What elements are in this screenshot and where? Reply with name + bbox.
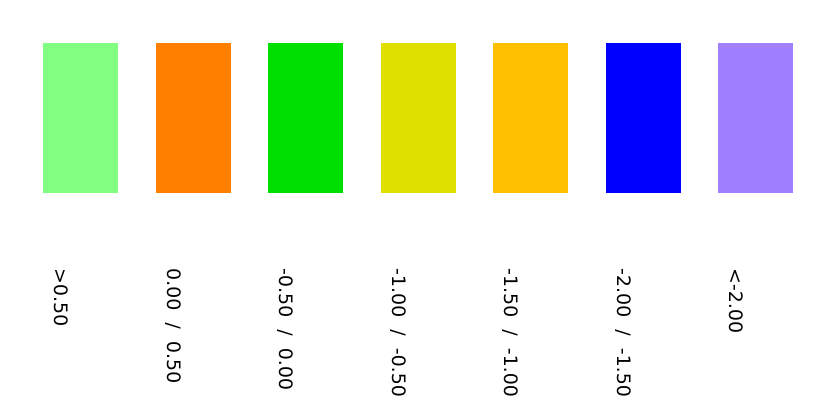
legend-swatch-above-0.50 (43, 43, 118, 193)
legend-label-text: >0.50 (49, 268, 71, 327)
legend-label-text: -2.00 / -1.50 (612, 268, 634, 397)
legend-swatch-neg1.00-to-neg0.50 (381, 43, 456, 193)
legend-label-text: -1.00 / -0.50 (387, 268, 409, 397)
legend-label-above-0.50: >0.50 (48, 268, 72, 407)
legend-swatch-0.00-to-0.50 (156, 43, 231, 193)
legend-label-text: <-2.00 (724, 268, 746, 334)
legend-swatch-neg1.50-to-neg1.00 (493, 43, 568, 193)
legend-label-text: -1.50 / -1.00 (499, 268, 521, 397)
legend-swatch-neg2.00-to-neg1.50 (606, 43, 681, 193)
legend-label-0.00-to-0.50: 0.00 / 0.50 (161, 268, 185, 407)
legend-label-neg0.50-to-0.00: -0.50 / 0.00 (273, 268, 297, 407)
legend-label-text: 0.00 / 0.50 (162, 268, 184, 384)
legend-swatch-below-neg2.00 (718, 43, 793, 193)
legend-label-neg1.00-to-neg0.50: -1.00 / -0.50 (386, 268, 410, 407)
legend-swatch-neg0.50-to-0.00 (268, 43, 343, 193)
legend-label-below-neg2.00: <-2.00 (723, 268, 747, 407)
legend-label-neg2.00-to-neg1.50: -2.00 / -1.50 (611, 268, 635, 407)
legend-label-text: -0.50 / 0.00 (274, 268, 296, 391)
legend-label-neg1.50-to-neg1.00: -1.50 / -1.00 (498, 268, 522, 407)
